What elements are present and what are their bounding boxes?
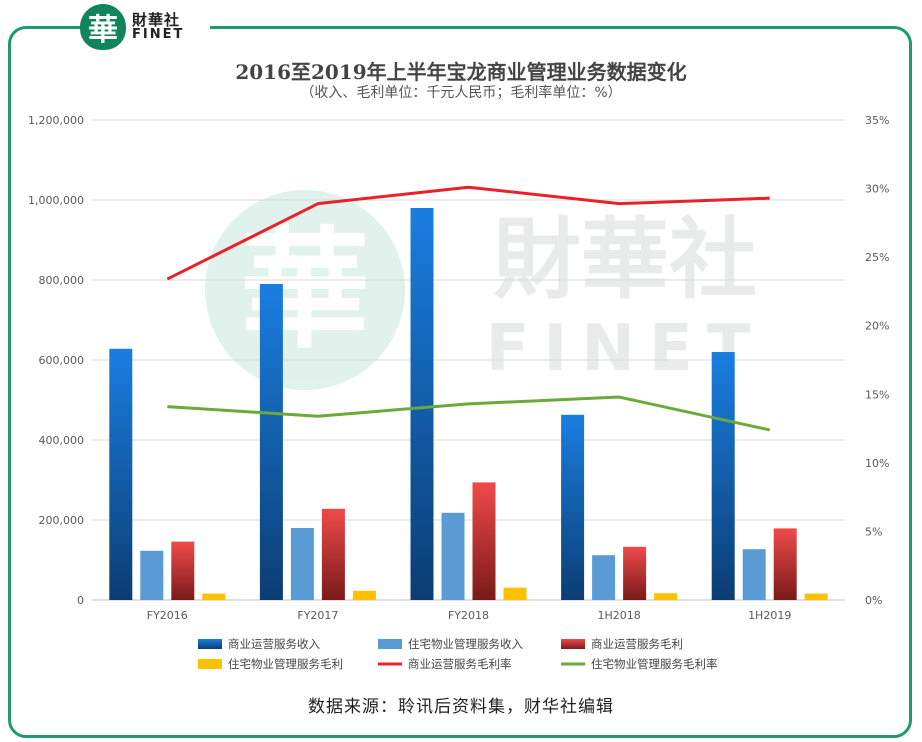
bar-series-1 [140, 550, 164, 600]
legend-label: 住宅物业管理服务毛利 [228, 657, 343, 671]
logo-text: 財華社 FINET [132, 12, 184, 43]
y-left-tick-label: 800,000 [39, 274, 85, 287]
x-tick-label: 1H2018 [597, 609, 640, 622]
y-left-tick-label: 400,000 [39, 434, 85, 447]
line-series-5 [167, 395, 771, 432]
x-tick-label: 1H2019 [748, 609, 791, 622]
bar-series-1 [592, 555, 616, 600]
bar-series-1 [441, 512, 465, 600]
bar-series-0 [410, 208, 434, 600]
chart-subtitle: （收入、毛利单位：千元人民币；毛利率单位：%） [300, 85, 622, 101]
y-right-tick-label: 5% [865, 525, 882, 538]
bar-series-2 [472, 482, 496, 600]
legend-label: 商业运营服务毛利 [591, 637, 683, 651]
logo-name-en: FINET [132, 27, 185, 43]
legend-swatch [561, 639, 585, 649]
logo-seal: 華 [80, 4, 126, 50]
y-right-tick-label: 20% [865, 320, 889, 333]
source-note: 数据来源：聆讯后资料集，财华社编辑 [308, 697, 614, 717]
y-right-tick-label: 0% [865, 594, 882, 607]
y-right-tick-label: 25% [865, 251, 889, 264]
bar-series-2 [171, 541, 195, 600]
chart-frame [8, 26, 912, 738]
y-left-tick-label: 1,000,000 [28, 194, 84, 207]
watermark: 華 財華社 FINET [205, 190, 764, 390]
bar-series-2 [623, 546, 647, 600]
bar-series-3 [654, 593, 678, 600]
bar-series-3 [804, 593, 828, 600]
watermark-en: FINET [486, 312, 764, 386]
y-left-tick-label: 1,200,000 [28, 114, 84, 127]
x-tick-label: FY2018 [448, 609, 489, 622]
bar-series-0 [109, 348, 133, 600]
y-left-tick-label: 200,000 [39, 514, 85, 527]
line-series-4 [166, 185, 770, 281]
bar-series-0 [711, 352, 735, 600]
legend-swatch [198, 639, 222, 649]
logo-name-cn: 財華社 [132, 10, 181, 29]
legend-label: 住宅物业管理服务收入 [408, 637, 523, 651]
watermark-seal-char: 華 [240, 213, 370, 366]
bar-series-3 [503, 587, 527, 600]
bar-series-0 [561, 414, 585, 600]
y-left-tick-label: 600,000 [39, 354, 85, 367]
bar-series-2 [321, 508, 345, 600]
legend-label: 商业运营服务毛利率 [408, 657, 512, 671]
chart-title: 2016至2019年上半年宝龙商业管理业务数据变化 [235, 60, 687, 84]
bar-series-3 [352, 590, 376, 600]
bar-series-3 [202, 593, 226, 600]
bar-series-1 [290, 528, 314, 600]
x-tick-label: FY2017 [297, 609, 338, 622]
bar-series-1 [742, 549, 766, 600]
watermark-seal-circle [205, 190, 405, 390]
y-right-tick-label: 35% [865, 114, 889, 127]
y-left-tick-label: 0 [77, 594, 84, 607]
watermark-cn: 財華社 [493, 208, 757, 311]
y-right-tick-label: 30% [865, 183, 889, 196]
legend-swatch [198, 659, 222, 669]
x-tick-label: FY2016 [147, 609, 188, 622]
legend-swatch [378, 639, 402, 649]
y-right-tick-label: 10% [865, 457, 889, 470]
bar-series-0 [259, 284, 283, 600]
legend-label: 商业运营服务收入 [228, 637, 320, 651]
finet-logo: 華 財華社 FINET [80, 2, 210, 52]
y-right-tick-label: 15% [865, 388, 889, 401]
bar-series-2 [773, 528, 797, 600]
legend-label: 住宅物业管理服务毛利率 [591, 657, 718, 671]
